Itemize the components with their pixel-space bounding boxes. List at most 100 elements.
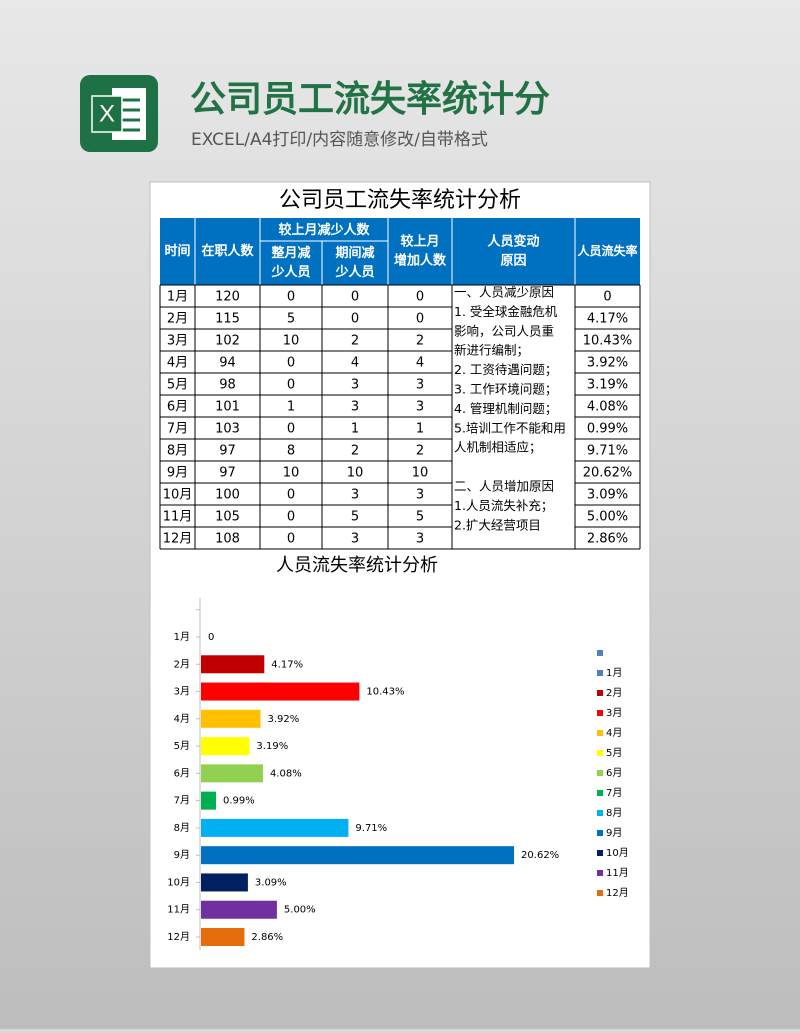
cell: 5.00%	[587, 510, 628, 525]
column-header: 增加人数	[394, 253, 447, 269]
cell: 0	[287, 488, 295, 503]
cell: 0	[287, 510, 295, 525]
legend-swatch	[597, 670, 603, 676]
cell: 5	[351, 510, 359, 525]
bar	[201, 709, 261, 728]
category-label: 1月	[174, 631, 190, 643]
legend-swatch	[597, 850, 603, 856]
category-label: 8月	[174, 822, 190, 834]
reason-line: 4. 管理机制问题；	[454, 401, 557, 416]
category-label: 9月	[174, 849, 190, 861]
bar	[201, 655, 265, 674]
cell: 1	[416, 422, 424, 437]
category-label: 3月	[174, 686, 190, 698]
value-label: 20.62%	[521, 850, 559, 861]
bar	[201, 737, 250, 756]
cell: 8	[287, 444, 295, 459]
cell: 115	[215, 312, 240, 327]
cell: 6月	[167, 400, 188, 415]
bar	[201, 846, 515, 865]
cell: 4	[351, 356, 359, 371]
value-label: 2.86%	[251, 932, 283, 943]
cell: 3.09%	[587, 488, 628, 503]
cell: 3	[416, 378, 424, 393]
legend-swatch	[597, 730, 603, 736]
cell: 3	[351, 400, 359, 415]
value-label: 10.43%	[366, 687, 404, 698]
category-label: 6月	[174, 767, 190, 779]
cell: 3	[351, 378, 359, 393]
reason-line: 3. 工作环境问题；	[454, 382, 557, 397]
cell: 10月	[163, 488, 193, 503]
header-bg	[160, 218, 640, 285]
value-label: 0	[208, 632, 214, 643]
cell: 2	[416, 334, 424, 349]
cell: 1	[287, 400, 295, 415]
legend-blank-swatch	[597, 650, 603, 656]
legend-label: 8月	[606, 807, 622, 819]
legend-label: 9月	[606, 827, 622, 839]
cell: 9.71%	[587, 444, 628, 459]
cell: 10	[283, 334, 300, 349]
column-header: 少人员	[270, 264, 310, 280]
value-label: 4.17%	[271, 659, 303, 670]
cell: 97	[219, 444, 236, 459]
cell: 0	[287, 378, 295, 393]
value-label: 3.09%	[255, 877, 287, 888]
category-label: 5月	[174, 740, 190, 752]
reason-line: 1.人员流失补充；	[454, 498, 553, 513]
legend-swatch	[597, 690, 603, 696]
legend-swatch	[597, 830, 603, 836]
cell: 1	[351, 422, 359, 437]
value-label: 3.92%	[268, 714, 300, 725]
cell: 20.62%	[583, 466, 633, 481]
group-header: 较上月减少人数	[278, 222, 370, 238]
cell: 0	[287, 422, 295, 437]
legend-label: 1月	[606, 667, 622, 679]
cell: 0	[351, 290, 359, 305]
cell: 5月	[167, 378, 188, 393]
category-label: 10月	[167, 876, 190, 888]
cell: 10	[347, 466, 364, 481]
value-label: 0.99%	[223, 796, 255, 807]
cell: 3	[416, 532, 424, 547]
cell: 10	[283, 466, 300, 481]
cell: 3月	[167, 334, 188, 349]
reason-line: 2.扩大经营项目	[454, 517, 541, 532]
cell: 9月	[167, 466, 188, 481]
cell: 12月	[163, 532, 193, 547]
legend-label: 2月	[606, 687, 622, 699]
cell: 1月	[167, 290, 188, 305]
column-header: 原因	[500, 254, 526, 269]
cell: 0	[416, 290, 424, 305]
page-title: 公司员工流失率统计分	[190, 79, 550, 120]
cell: 105	[215, 510, 240, 525]
cell: 2	[351, 334, 359, 349]
category-label: 7月	[174, 795, 190, 807]
cell: 8月	[167, 444, 188, 459]
legend-swatch	[597, 890, 603, 896]
icon-badge	[91, 95, 123, 133]
legend-label: 10月	[606, 847, 629, 859]
legend-label: 12月	[606, 887, 629, 899]
legend-swatch	[597, 810, 603, 816]
column-header: 时间	[164, 243, 190, 259]
legend-label: 5月	[606, 747, 622, 759]
legend-swatch	[597, 870, 603, 876]
cell: 108	[215, 532, 240, 547]
reason-line: 影响，公司人员重	[454, 323, 554, 338]
bar	[201, 791, 217, 810]
cell: 101	[215, 400, 240, 415]
column-header: 少人员	[334, 264, 374, 280]
legend-swatch	[597, 790, 603, 796]
cell: 7月	[167, 422, 188, 437]
cell: 103	[215, 422, 240, 437]
cell: 2.86%	[587, 532, 628, 547]
column-header: 整月减	[270, 245, 310, 261]
value-label: 4.08%	[270, 768, 302, 779]
column-header: 期间减	[335, 245, 374, 261]
legend-swatch	[597, 750, 603, 756]
bar	[201, 818, 349, 837]
column-header: 人员变动	[487, 234, 539, 250]
